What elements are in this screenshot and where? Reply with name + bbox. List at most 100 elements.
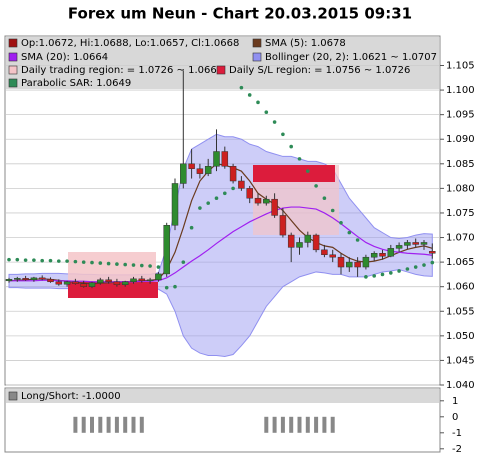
candle-body: [113, 281, 121, 285]
candle-body: [63, 281, 71, 285]
candle-body: [238, 180, 245, 189]
legend-swatch: [8, 391, 18, 401]
candle-body: [171, 183, 179, 226]
candle-body: [30, 277, 38, 281]
sar-dot: [206, 201, 210, 205]
candle-body: [5, 279, 13, 282]
candle-body: [213, 151, 220, 167]
sar-dot: [189, 225, 194, 230]
y-tick-label: 1.075: [446, 208, 475, 219]
y-tick-label: 0: [452, 412, 458, 423]
candle-body: [379, 253, 386, 257]
y-tick-label: 1.105: [446, 60, 475, 71]
legend-swatch: [8, 65, 18, 75]
sar-dot: [314, 184, 318, 188]
candle-body: [188, 163, 195, 169]
bar: [98, 416, 103, 433]
legend-label: Daily S/L region: = 1.0756 ~ 1.0726: [229, 65, 410, 76]
bar: [106, 416, 111, 433]
sar-dot: [40, 258, 44, 263]
sar-dot: [297, 157, 302, 161]
sar-dot: [15, 257, 20, 262]
indicator-line: [8, 163, 433, 285]
main-plot-frame: [4, 35, 441, 386]
candle-body: [47, 279, 54, 283]
sar-dot: [98, 261, 103, 265]
legend-label: Long/Short: -1.0000: [21, 391, 121, 402]
sar-dot: [214, 196, 219, 201]
sub-legend-background: [6, 389, 439, 403]
sar-dot: [32, 258, 36, 262]
legend-label: Daily trading region: = 1.0726 ~ 1.0666: [21, 65, 223, 76]
candle-body: [337, 256, 345, 268]
sar-dot: [355, 238, 360, 242]
candle-body: [404, 242, 411, 246]
candle-body: [420, 242, 428, 245]
bar: [330, 416, 335, 433]
candle-body: [254, 197, 262, 204]
candle-body: [155, 273, 162, 281]
candle-body: [80, 283, 87, 287]
sar-dot: [123, 262, 127, 267]
sar-dot: [413, 265, 418, 269]
candle-body: [263, 198, 270, 204]
candle-body: [362, 256, 370, 268]
sar-dot: [65, 259, 69, 263]
candle-body: [387, 248, 395, 257]
legend-swatch: [216, 65, 226, 75]
legend-label: Bollinger (20, 2): 1.0621 ~ 1.0707: [265, 52, 437, 63]
y-tick-label: 1.065: [446, 257, 475, 268]
sar-dot: [181, 260, 186, 264]
candle-body: [279, 215, 287, 236]
candle-body: [14, 278, 21, 280]
candle-body: [138, 278, 146, 282]
y-tick-label: 1.045: [446, 355, 475, 366]
bar: [305, 416, 310, 433]
y-tick-label: 1.040: [446, 380, 475, 391]
candle-body: [395, 245, 403, 249]
bar: [90, 416, 94, 433]
sar-dot: [48, 258, 53, 263]
sar-dot: [115, 262, 119, 266]
chart-title: Forex um Neun - Chart 20.03.2015 09:31: [68, 5, 412, 23]
bar: [272, 416, 277, 433]
candle-body: [196, 168, 204, 174]
legend-label: SMA (5): 1.0678: [265, 38, 346, 49]
candle-body: [38, 277, 46, 280]
y-tick-label: 1.095: [446, 110, 475, 121]
candle-body: [304, 234, 312, 243]
sar-dot: [256, 100, 260, 105]
legend-label: Parabolic SAR: 1.0649: [21, 78, 131, 89]
sar-dot: [247, 93, 252, 97]
sar-dot: [73, 259, 78, 264]
bar: [289, 416, 294, 433]
candle-body: [271, 198, 278, 216]
sar-dot: [364, 275, 368, 279]
sar-dot: [81, 260, 86, 264]
candle-body: [412, 242, 419, 245]
candle-body: [346, 261, 353, 268]
candle-body: [22, 278, 29, 281]
legend-background: [6, 37, 439, 89]
sar-dot: [322, 196, 327, 201]
candle-body: [121, 281, 129, 285]
bar: [139, 416, 144, 433]
main-plot: 1.040 1.045 1.050 1.055 1.060 1.065 1.070 1.075…: [5, 38, 475, 391]
indicator-line: [9, 206, 433, 283]
sar-dot: [306, 169, 310, 173]
bar: [322, 416, 327, 433]
sar-dot: [372, 274, 377, 278]
sar-dot: [198, 206, 202, 210]
sar-dot: [57, 259, 61, 263]
sar-dot: [23, 258, 28, 262]
y-tick-label: 1: [452, 396, 458, 407]
sar-dot: [272, 120, 277, 124]
candle-body: [55, 281, 63, 285]
legend-swatch: [8, 78, 18, 88]
bar: [73, 416, 78, 433]
legend-swatch: [8, 38, 18, 48]
candle-body: [329, 254, 336, 258]
y-tick-label: -2: [452, 444, 462, 455]
candle-body: [221, 151, 229, 167]
